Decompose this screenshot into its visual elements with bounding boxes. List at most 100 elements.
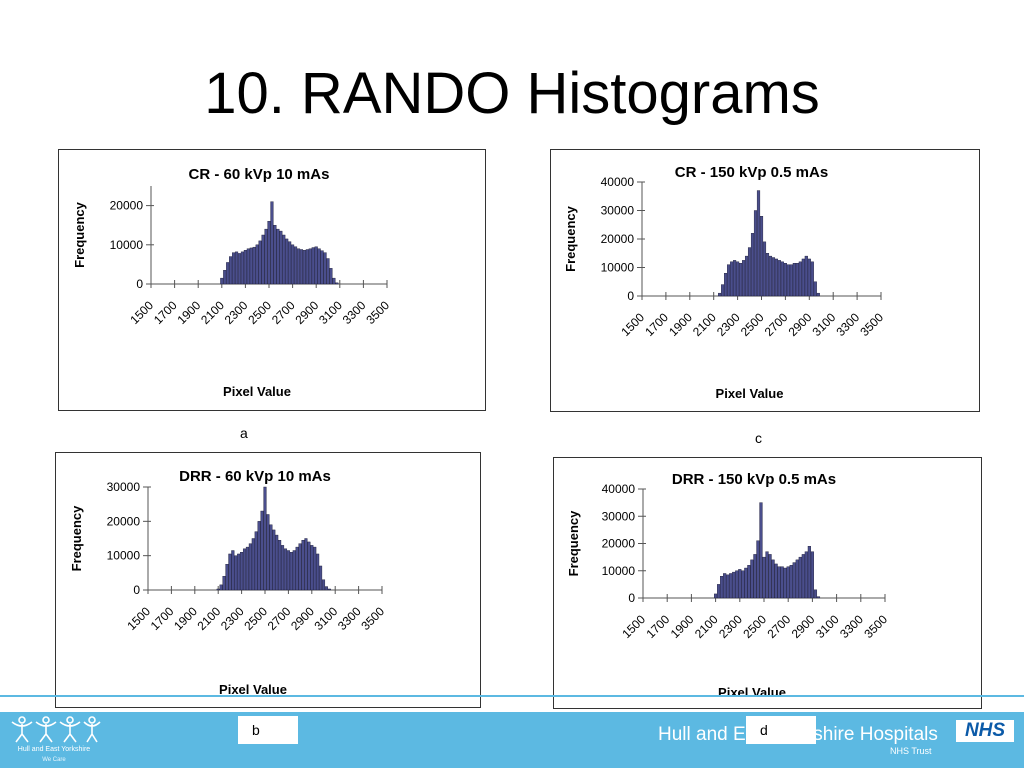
histogram-bar — [765, 253, 770, 297]
y-tick-label: 20000 — [110, 199, 144, 213]
histogram-bar — [281, 545, 285, 591]
histogram-bar — [741, 570, 745, 599]
histogram-bar — [255, 244, 259, 285]
histogram-bar — [753, 210, 758, 297]
histogram-bar — [249, 247, 253, 285]
x-tick-label: 3500 — [861, 612, 890, 641]
histogram-bar — [720, 575, 724, 599]
histogram-bar — [789, 264, 793, 297]
histogram-bar — [234, 251, 239, 285]
figures-icon — [11, 716, 101, 743]
histogram-bar — [744, 255, 749, 297]
chart-svg: DRR - 60 kVp 10 mAs010000200003000015001… — [69, 468, 387, 697]
histogram-bar — [226, 262, 230, 285]
x-tick-label: 2700 — [765, 612, 794, 641]
histogram-bar — [286, 550, 290, 591]
histogram-bar — [234, 555, 238, 591]
histogram-bar — [276, 228, 280, 285]
histogram-bar — [260, 510, 264, 591]
histogram-bar — [242, 548, 247, 591]
histogram-bar — [240, 552, 244, 591]
slide-title: 10. RANDO Histograms — [204, 61, 820, 126]
histogram-bar — [231, 550, 235, 591]
x-tick-label: 2100 — [195, 604, 224, 633]
y-tick-label: 30000 — [602, 509, 636, 523]
histogram-bar — [726, 574, 730, 599]
caption-d: d — [746, 716, 816, 744]
x-tick-label: 1900 — [668, 612, 697, 641]
histogram-bar — [810, 261, 814, 297]
x-tick-label: 2300 — [218, 604, 247, 633]
x-tick-label: 2500 — [241, 604, 270, 633]
histogram-bar — [302, 250, 306, 285]
x-tick-label: 1500 — [618, 310, 647, 339]
histogram-bar — [285, 238, 289, 285]
histogram-bar — [266, 514, 270, 591]
histogram-bar — [305, 249, 309, 285]
histogram-bar — [264, 228, 268, 285]
y-axis-label: Frequency — [566, 510, 581, 577]
histogram-bar — [323, 252, 327, 285]
chart-title: DRR - 60 kVp 10 mAs — [179, 468, 331, 485]
histogram-bar — [774, 563, 778, 599]
histogram-bar — [816, 596, 821, 599]
histogram-bar — [304, 538, 308, 591]
y-tick-label: 0 — [628, 591, 635, 605]
x-tick-label: 1700 — [148, 604, 177, 633]
chart-svg: CR - 60 kVp 10 mAs 0 10000 20000 15001700190… — [72, 166, 392, 399]
histogram-bar — [228, 553, 232, 591]
histogram-bar — [798, 261, 802, 297]
histogram-bar — [293, 246, 298, 285]
histogram-bar — [267, 221, 271, 285]
caption-b: b — [238, 716, 298, 744]
logo-text: Hull and East Yorkshire — [17, 746, 91, 753]
histogram-bar — [223, 270, 227, 285]
histogram-bar — [329, 268, 333, 285]
y-axis-label: Frequency — [69, 505, 84, 572]
y-tick-label: 40000 — [601, 175, 635, 189]
x-tick-label: 2900 — [293, 298, 322, 327]
x-tick-label: 2700 — [265, 604, 294, 633]
x-tick-label: 1900 — [171, 604, 200, 633]
histogram-bar — [321, 579, 326, 591]
histogram-bar — [313, 546, 317, 591]
histogram-bar — [307, 541, 311, 591]
histogram-bar — [298, 543, 302, 591]
x-tick-label: 1900 — [175, 298, 204, 327]
x-tick-label: 3300 — [837, 612, 866, 641]
x-tick-label: 2500 — [740, 612, 769, 641]
y-tick-label: 0 — [133, 583, 140, 597]
x-tick-label: 2300 — [714, 310, 743, 339]
histogram-bar — [795, 559, 799, 599]
histogram-bar — [324, 586, 328, 591]
histogram-bar — [804, 255, 808, 297]
histogram-bar — [807, 546, 811, 599]
histogram-bar — [237, 253, 242, 285]
chart-cr-60kvp: CR - 60 kVp 10 mAs 0 10000 20000 1500 1700 190… — [58, 149, 486, 411]
histogram-bar — [816, 292, 820, 297]
histogram-bar — [310, 545, 314, 591]
histogram-bar — [289, 552, 293, 591]
histogram-bar — [301, 540, 305, 591]
y-tick-label: 0 — [136, 277, 143, 291]
histogram-bar — [786, 264, 790, 297]
histogram-bar — [750, 559, 754, 599]
y-tick-label: 10000 — [602, 564, 636, 578]
histogram-bar — [795, 263, 799, 297]
histogram-bar — [786, 566, 790, 599]
histogram-bar — [225, 564, 229, 591]
x-tick-label: 2500 — [738, 310, 767, 339]
histogram-bar — [243, 250, 247, 285]
x-tick-label: 3100 — [813, 612, 842, 641]
histogram-bar — [721, 284, 725, 297]
histogram-bar — [251, 538, 255, 591]
histogram-bar — [714, 593, 718, 599]
y-tick-label: 20000 — [601, 232, 635, 246]
caption-a: a — [240, 425, 248, 441]
histogram-bar — [735, 570, 739, 599]
histogram-bar — [335, 282, 339, 285]
histogram-bar — [308, 248, 312, 285]
histogram-bar — [296, 248, 301, 285]
histogram-bar — [733, 260, 737, 297]
histogram-bar — [288, 241, 292, 285]
